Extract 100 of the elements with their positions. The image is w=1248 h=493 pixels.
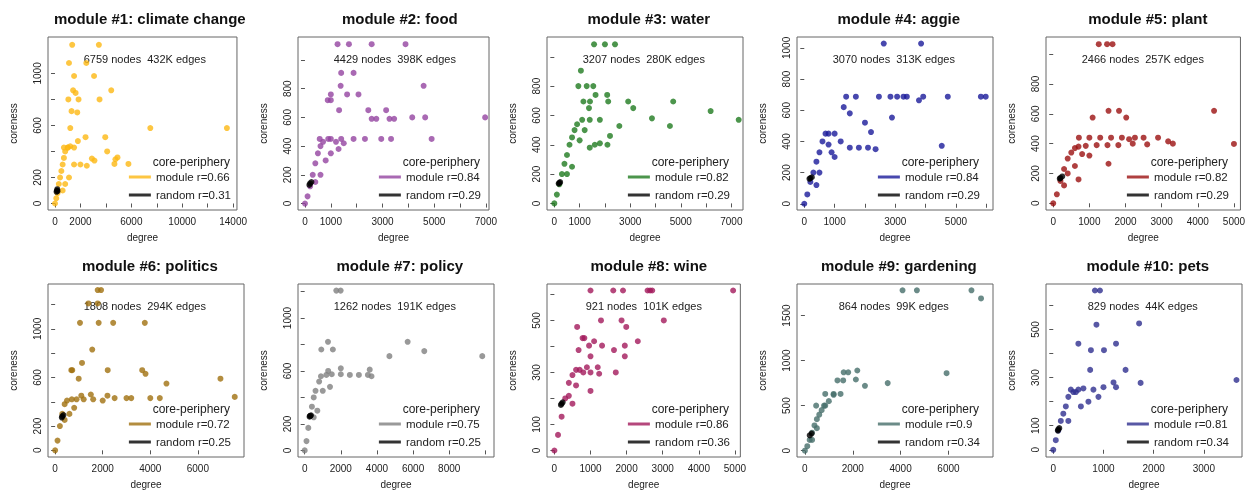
y-tick-label: 100 <box>1029 416 1041 434</box>
y-tick-label: 800 <box>530 77 542 95</box>
y-axis-title: coreness <box>756 349 768 391</box>
y-tick-label: 500 <box>780 396 792 414</box>
y-tick-label: 300 <box>530 363 542 381</box>
y-tick-label: 0 <box>530 446 542 453</box>
x-tick-label: 3000 <box>1193 462 1216 473</box>
y-tick-label: 200 <box>31 168 43 186</box>
y-axis-title: coreness <box>7 103 19 144</box>
x-tick-label: 10000 <box>168 215 197 227</box>
y-tick-label: 400 <box>281 137 293 155</box>
x-axis-title: degree <box>377 231 410 243</box>
x-tick-label: 2000 <box>69 215 93 227</box>
y-tick-label: 200 <box>281 414 293 432</box>
y-axis-title: coreness <box>257 103 269 144</box>
annotation: 921 nodes 101K edges <box>585 299 703 311</box>
x-tick-label: 5000 <box>669 215 693 227</box>
legend-title: core-periphery <box>901 401 979 416</box>
x-axis-title: degree <box>126 231 159 243</box>
x-tick-label: 0 <box>301 462 308 473</box>
y-tick-label: 600 <box>780 101 792 119</box>
annotation: 3207 nodes 280K edges <box>582 52 706 65</box>
y-axis-title: coreness <box>506 349 518 391</box>
legend-label: random r=0.34 <box>904 435 981 448</box>
x-tick-label: 14000 <box>219 215 248 227</box>
y-tick-label: 200 <box>530 165 542 183</box>
x-tick-label: 1000 <box>1092 462 1116 473</box>
x-tick-label: 5000 <box>1223 215 1246 227</box>
y-tick-label: 1000 <box>31 316 43 340</box>
legend-label: module r=0.82 <box>1154 171 1229 183</box>
y-tick-label: 800 <box>780 70 792 88</box>
x-tick-label: 4000 <box>365 462 389 473</box>
legend-label: module r=0.82 <box>655 171 729 183</box>
y-axis-title: coreness <box>257 349 269 391</box>
x-axis-title: degree <box>628 478 660 489</box>
x-axis-title: degree <box>1128 231 1160 243</box>
x-tick-label: 1000 <box>319 215 342 227</box>
x-tick-label: 6000 <box>186 462 210 473</box>
legend-title: core-periphery <box>152 401 231 416</box>
y-tick-label: 600 <box>530 106 542 124</box>
legend-title: core-periphery <box>402 401 480 416</box>
legend-label: module r=0.72 <box>155 417 230 430</box>
legend-label: random r=0.29 <box>904 189 980 201</box>
y-tick-label: 600 <box>1029 105 1041 123</box>
y-axis-title: coreness <box>7 349 19 391</box>
x-tick-label: 4000 <box>139 462 162 473</box>
y-tick-label: 200 <box>780 163 792 181</box>
y-tick-label: 0 <box>1029 446 1041 453</box>
legend-title: core-periphery <box>651 155 730 169</box>
legend-label: random r=0.29 <box>1154 189 1230 201</box>
chart-title: module #8: wine <box>590 256 708 274</box>
x-tick-label: 2000 <box>841 462 865 473</box>
y-tick-label: 400 <box>530 135 542 154</box>
legend-label: module r=0.84 <box>405 171 480 183</box>
x-tick-label: 0 <box>1050 462 1057 473</box>
x-tick-label: 0 <box>52 462 59 473</box>
x-tick-label: 0 <box>551 462 558 473</box>
y-tick-label: 0 <box>780 200 792 207</box>
x-tick-label: 2000 <box>91 462 115 473</box>
x-tick-label: 1000 <box>579 462 603 473</box>
chart-title: module #7: policy <box>336 256 464 274</box>
annotation: 864 nodes 99K edges <box>838 299 950 311</box>
legend-label: random r=0.25 <box>155 435 232 448</box>
x-tick-label: 2000 <box>329 462 352 473</box>
annotation: 6759 nodes 432K edges <box>83 52 207 65</box>
legend-label: module r=0.81 <box>1154 417 1229 430</box>
x-tick-label: 3000 <box>1150 215 1174 227</box>
chart-title: module #4: aggie <box>837 10 960 27</box>
y-tick-label: 200 <box>31 416 43 434</box>
y-tick-label: 500 <box>530 311 542 329</box>
x-tick-label: 3000 <box>651 462 675 473</box>
y-tick-label: 200 <box>1029 164 1041 182</box>
x-tick-label: 6000 <box>937 462 960 473</box>
y-tick-label: 800 <box>1029 75 1041 93</box>
legend-label: random r=0.31 <box>155 189 232 201</box>
y-tick-label: 100 <box>530 415 542 433</box>
y-axis-title: coreness <box>1005 103 1017 144</box>
annotation: 4429 nodes 398K edges <box>333 52 457 65</box>
annotation: 2466 nodes 257K edges <box>1082 52 1205 65</box>
chart-title: module #2: food <box>341 10 458 27</box>
legend-title: core-periphery <box>402 155 480 169</box>
x-tick-label: 2000 <box>615 462 639 473</box>
y-tick-label: 400 <box>780 132 792 150</box>
annotation: 829 nodes 44K edges <box>1088 299 1199 311</box>
x-tick-label: 7000 <box>720 215 744 227</box>
y-tick-label: 1000 <box>281 305 293 329</box>
legend-title: core-periphery <box>1151 155 1229 169</box>
y-tick-label: 0 <box>780 446 792 453</box>
legend-title: core-periphery <box>1151 401 1229 416</box>
legend-title: core-periphery <box>651 401 730 416</box>
x-axis-title: degree <box>1128 478 1161 489</box>
y-tick-label: 0 <box>530 200 542 207</box>
legend-label: module r=0.9 <box>904 417 973 430</box>
chart-title: module #3: water <box>587 10 711 27</box>
x-tick-label: 0 <box>801 215 808 227</box>
x-axis-title: degree <box>130 478 163 489</box>
y-tick-label: 500 <box>1029 320 1041 338</box>
y-tick-label: 1000 <box>780 348 792 372</box>
annotation: 3070 nodes 313K edges <box>832 52 956 65</box>
x-axis-title: degree <box>879 231 911 243</box>
